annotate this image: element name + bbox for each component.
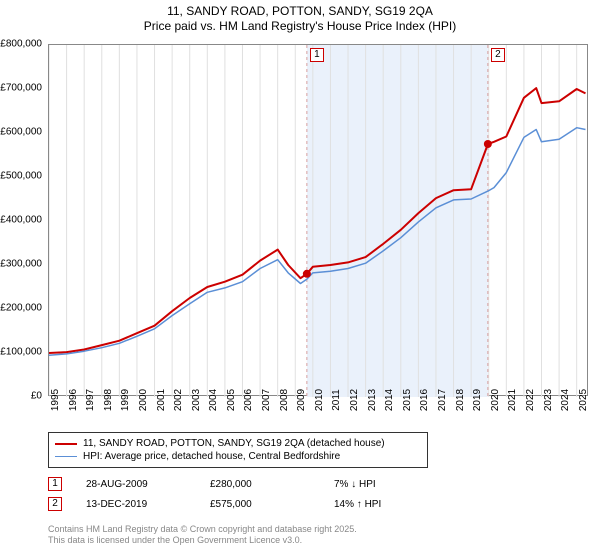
x-tick-label: 2000 <box>136 389 149 411</box>
y-tick-label: £100,000 <box>0 347 42 358</box>
x-tick-label: 2009 <box>294 389 307 411</box>
x-tick-label: 2002 <box>171 389 184 411</box>
y-tick-label: £200,000 <box>0 303 42 314</box>
y-tick-label: £700,000 <box>0 83 42 94</box>
legend-swatch <box>55 456 77 457</box>
event-marker: 2 <box>48 497 62 511</box>
footer-line-2: This data is licensed under the Open Gov… <box>48 535 357 546</box>
x-tick-label: 2008 <box>277 389 290 411</box>
event-price: £575,000 <box>210 499 310 510</box>
x-tick-label: 2003 <box>189 389 202 411</box>
x-tick-label: 2021 <box>505 389 518 411</box>
y-tick-label: £500,000 <box>0 171 42 182</box>
title-line-1: 11, SANDY ROAD, POTTON, SANDY, SG19 2QA <box>0 4 600 19</box>
x-tick-label: 2004 <box>206 389 219 411</box>
plot-svg <box>49 45 589 397</box>
x-tick-label: 2014 <box>382 389 395 411</box>
y-tick-label: £0 <box>31 391 42 402</box>
title-line-2: Price paid vs. HM Land Registry's House … <box>0 19 600 34</box>
y-tick-label: £800,000 <box>0 39 42 50</box>
chart: £0£100,000£200,000£300,000£400,000£500,0… <box>48 44 588 396</box>
event-row: 2 13-DEC-2019 £575,000 14% ↑ HPI <box>48 494 434 514</box>
x-tick-label: 2007 <box>259 389 272 411</box>
x-tick-label: 1998 <box>101 389 114 411</box>
legend-label: 11, SANDY ROAD, POTTON, SANDY, SG19 2QA … <box>83 438 385 449</box>
legend-label: HPI: Average price, detached house, Cent… <box>83 451 340 462</box>
y-tick-label: £600,000 <box>0 127 42 138</box>
event-delta: 14% ↑ HPI <box>334 499 434 510</box>
event-date: 28-AUG-2009 <box>86 479 186 490</box>
chart-title: 11, SANDY ROAD, POTTON, SANDY, SG19 2QA … <box>0 0 600 36</box>
event-delta: 7% ↓ HPI <box>334 479 434 490</box>
x-tick-label: 2013 <box>365 389 378 411</box>
event-marker-2: 2 <box>491 48 505 62</box>
x-tick-label: 1995 <box>48 389 61 411</box>
x-tick-label: 2020 <box>488 389 501 411</box>
event-marker-1: 1 <box>310 48 324 62</box>
event-price: £280,000 <box>210 479 310 490</box>
legend-row: 11, SANDY ROAD, POTTON, SANDY, SG19 2QA … <box>55 437 421 450</box>
legend-swatch <box>55 443 77 445</box>
x-tick-label: 2015 <box>400 389 413 411</box>
x-tick-label: 2025 <box>576 389 589 411</box>
x-tick-label: 2018 <box>453 389 466 411</box>
x-tick-label: 1999 <box>118 389 131 411</box>
x-tick-label: 1996 <box>66 389 79 411</box>
footer-line-1: Contains HM Land Registry data © Crown c… <box>48 524 357 535</box>
x-tick-label: 2010 <box>312 389 325 411</box>
plot-area <box>48 44 588 396</box>
legend-row: HPI: Average price, detached house, Cent… <box>55 450 421 463</box>
event-date: 13-DEC-2019 <box>86 499 186 510</box>
events-table: 1 28-AUG-2009 £280,000 7% ↓ HPI 2 13-DEC-2019… <box>48 474 434 514</box>
x-tick-label: 2024 <box>558 389 571 411</box>
x-tick-label: 2005 <box>224 389 237 411</box>
x-tick-label: 2001 <box>154 389 167 411</box>
x-tick-label: 1997 <box>83 389 96 411</box>
x-tick-label: 2019 <box>470 389 483 411</box>
x-tick-label: 2011 <box>329 389 342 411</box>
x-tick-label: 2016 <box>417 389 430 411</box>
x-tick-label: 2006 <box>241 389 254 411</box>
footer: Contains HM Land Registry data © Crown c… <box>48 524 357 547</box>
x-tick-label: 2017 <box>435 389 448 411</box>
legend: 11, SANDY ROAD, POTTON, SANDY, SG19 2QA … <box>48 432 428 468</box>
x-tick-label: 2023 <box>541 389 554 411</box>
event-row: 1 28-AUG-2009 £280,000 7% ↓ HPI <box>48 474 434 494</box>
x-tick-label: 2022 <box>523 389 536 411</box>
y-tick-label: £400,000 <box>0 215 42 226</box>
x-tick-label: 2012 <box>347 389 360 411</box>
y-tick-label: £300,000 <box>0 259 42 270</box>
event-marker: 1 <box>48 477 62 491</box>
